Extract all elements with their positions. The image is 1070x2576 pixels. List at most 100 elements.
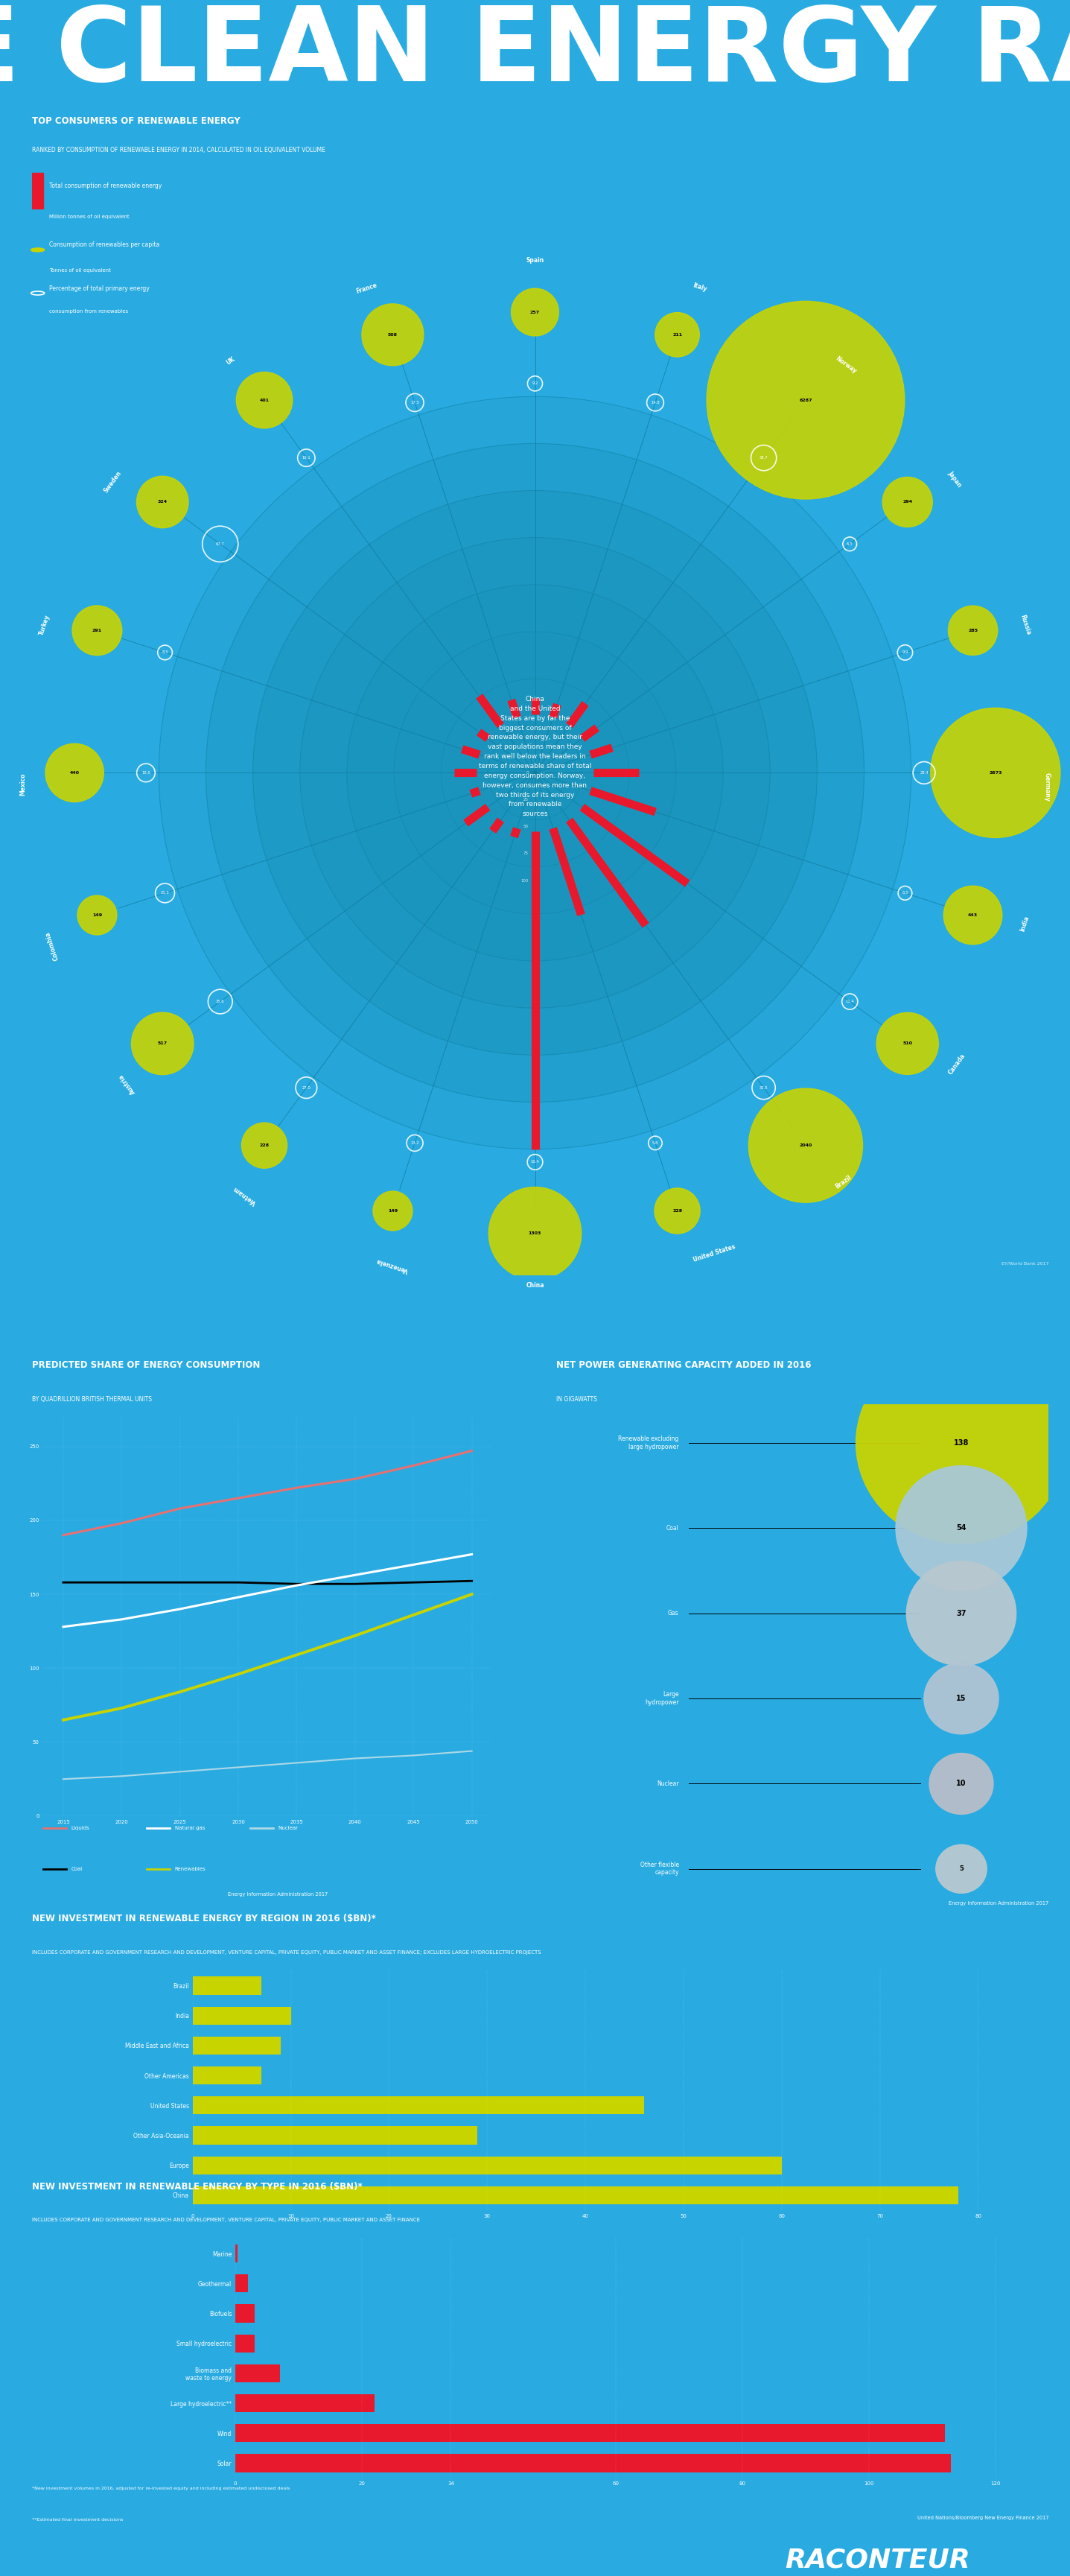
Bar	[193, 1976, 261, 1994]
Text: Sweden: Sweden	[103, 469, 123, 495]
Text: 54: 54	[957, 1525, 966, 1533]
Text: 6.3: 6.3	[902, 891, 908, 894]
Text: Other flexible
capacity: Other flexible capacity	[640, 1862, 678, 1875]
Bar	[193, 2156, 782, 2174]
Text: 285: 285	[968, 629, 978, 631]
Text: Million tonnes of oil equivalent: Million tonnes of oil equivalent	[49, 214, 129, 219]
Text: 5: 5	[959, 1865, 963, 1873]
Circle shape	[948, 605, 997, 654]
Text: **Estimated final investment decisions: **Estimated final investment decisions	[32, 2517, 123, 2522]
Text: 32.5: 32.5	[760, 1087, 768, 1090]
Text: RACONTEUR: RACONTEUR	[784, 2548, 970, 2573]
Text: Coal: Coal	[667, 1525, 678, 1533]
Text: Energy Information Administration 2017: Energy Information Administration 2017	[228, 1893, 328, 1896]
Text: 35.6: 35.6	[216, 999, 225, 1005]
Text: Colombia: Colombia	[45, 930, 60, 961]
Circle shape	[253, 489, 817, 1056]
Circle shape	[655, 1188, 700, 1234]
Text: Energy Information Administration 2017: Energy Information Administration 2017	[949, 1901, 1049, 1906]
Text: France: France	[355, 283, 378, 296]
Text: 5.8: 5.8	[652, 1141, 658, 1144]
Text: 25: 25	[523, 799, 529, 801]
Bar	[193, 2187, 959, 2205]
Text: 294: 294	[903, 500, 913, 505]
Bar	[235, 2455, 951, 2473]
Circle shape	[77, 896, 117, 935]
Bar	[235, 2424, 945, 2442]
Text: 149: 149	[92, 914, 102, 917]
Bar	[235, 2365, 279, 2383]
Circle shape	[31, 247, 45, 252]
Circle shape	[856, 1342, 1067, 1543]
Text: Japan: Japan	[947, 469, 963, 489]
Text: BY QUADRILLION BRITISH THERMAL UNITS: BY QUADRILLION BRITISH THERMAL UNITS	[32, 1396, 152, 1404]
Text: NET POWER GENERATING CAPACITY ADDED IN 2016: NET POWER GENERATING CAPACITY ADDED IN 2…	[556, 1360, 811, 1370]
Text: China
and the United
States are by far the
biggest consumers of
renewable energy: China and the United States are by far t…	[478, 696, 592, 817]
Circle shape	[655, 312, 700, 358]
Text: 6.3: 6.3	[846, 541, 853, 546]
Circle shape	[73, 605, 122, 654]
Circle shape	[931, 708, 1060, 837]
Text: Turkey: Turkey	[37, 613, 51, 636]
Text: IN GIGAWATTS: IN GIGAWATTS	[556, 1396, 597, 1404]
Text: RANKED BY CONSUMPTION OF RENEWABLE ENERGY IN 2014, CALCULATED IN OIL EQUIVALENT : RANKED BY CONSUMPTION OF RENEWABLE ENERG…	[32, 147, 325, 155]
Circle shape	[511, 289, 559, 335]
Text: NEW INVESTMENT IN RENEWABLE ENERGY BY REGION IN 2016 ($BN)*: NEW INVESTMENT IN RENEWABLE ENERGY BY RE…	[32, 1914, 376, 1924]
Text: 37: 37	[957, 1610, 966, 1618]
Text: 10.4: 10.4	[531, 1159, 539, 1164]
Text: Consumption of renewables per capita: Consumption of renewables per capita	[49, 242, 159, 247]
Text: 2673: 2673	[989, 770, 1002, 775]
Text: NEW INVESTMENT IN RENEWABLE ENERGY BY TYPE IN 2016 ($BN)*: NEW INVESTMENT IN RENEWABLE ENERGY BY TY…	[32, 2182, 363, 2192]
Circle shape	[205, 443, 865, 1103]
Text: INCLUDES CORPORATE AND GOVERNMENT RESEARCH AND DEVELOPMENT, VENTURE CAPITAL, PRI: INCLUDES CORPORATE AND GOVERNMENT RESEAR…	[32, 1950, 541, 1955]
Text: 508: 508	[388, 332, 398, 337]
Text: 149: 149	[387, 1208, 398, 1213]
Text: 211: 211	[672, 332, 683, 337]
Text: Vietnam: Vietnam	[232, 1185, 258, 1206]
Circle shape	[930, 1754, 993, 1814]
Text: 67.7: 67.7	[216, 541, 225, 546]
Text: 10: 10	[957, 1780, 966, 1788]
Bar	[235, 2306, 255, 2324]
Circle shape	[906, 1561, 1016, 1667]
Text: UK: UK	[225, 355, 235, 366]
Text: Renewables: Renewables	[174, 1868, 205, 1873]
Text: 11.4: 11.4	[845, 999, 854, 1005]
Circle shape	[488, 726, 582, 819]
Text: Gas: Gas	[668, 1610, 678, 1618]
Circle shape	[944, 886, 1003, 945]
Circle shape	[394, 631, 676, 914]
Text: 21.3: 21.3	[160, 891, 169, 894]
Text: China: China	[525, 1283, 545, 1288]
Text: Canada: Canada	[947, 1054, 966, 1077]
Text: 443: 443	[968, 914, 978, 917]
Text: 38.7: 38.7	[760, 456, 768, 459]
Bar	[193, 2007, 291, 2025]
Text: Brazil: Brazil	[835, 1175, 853, 1190]
Text: 228: 228	[260, 1144, 270, 1146]
Text: 0: 0	[526, 770, 529, 775]
Text: 257: 257	[530, 309, 540, 314]
Text: Coal: Coal	[71, 1868, 82, 1873]
Text: 401: 401	[260, 399, 270, 402]
Text: 14.8: 14.8	[651, 402, 659, 404]
Circle shape	[132, 1012, 194, 1074]
Text: Nuclear: Nuclear	[657, 1780, 678, 1788]
Circle shape	[347, 585, 723, 961]
Text: Italy: Italy	[692, 283, 708, 294]
Text: 1303: 1303	[529, 1231, 541, 1236]
Text: United States: United States	[692, 1244, 736, 1262]
Text: 517: 517	[157, 1041, 167, 1046]
Text: United Nations/Bloomberg New Energy Finance 2017: United Nations/Bloomberg New Energy Fina…	[917, 2517, 1049, 2519]
Bar	[32, 173, 43, 209]
Circle shape	[876, 1012, 938, 1074]
Text: 17.5: 17.5	[411, 402, 419, 404]
Circle shape	[924, 1664, 998, 1734]
Bar	[235, 2393, 374, 2411]
Text: 50: 50	[523, 824, 529, 829]
Circle shape	[45, 744, 104, 801]
Circle shape	[883, 477, 932, 528]
Text: INCLUDES CORPORATE AND GOVERNMENT RESEARCH AND DEVELOPMENT, VENTURE CAPITAL, PRI: INCLUDES CORPORATE AND GOVERNMENT RESEAR…	[32, 2218, 421, 2223]
Circle shape	[441, 677, 629, 868]
Text: 510: 510	[903, 1041, 913, 1046]
